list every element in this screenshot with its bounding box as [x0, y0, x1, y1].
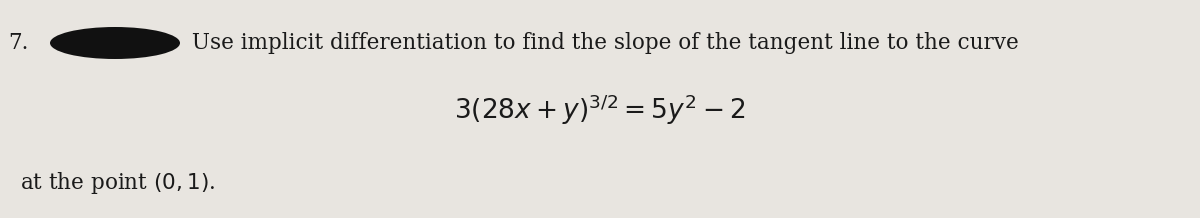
Text: at the point $(0, 1)$.: at the point $(0, 1)$.: [20, 170, 215, 196]
Text: Use implicit differentiation to find the slope of the tangent line to the curve: Use implicit differentiation to find the…: [185, 32, 1019, 54]
Text: 7.: 7.: [8, 32, 29, 54]
Ellipse shape: [50, 27, 180, 59]
Text: $3(28x + y)^{3/2} = 5y^2 - 2$: $3(28x + y)^{3/2} = 5y^2 - 2$: [455, 93, 745, 127]
